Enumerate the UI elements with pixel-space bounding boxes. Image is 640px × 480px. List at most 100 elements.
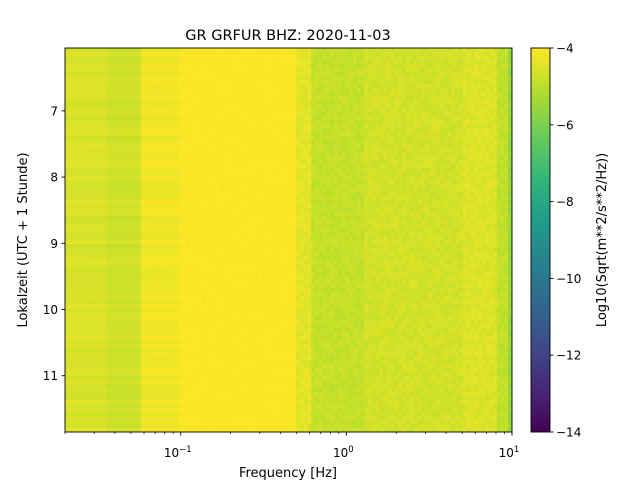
heatmap-cell (118, 288, 123, 293)
heatmap-cell (243, 64, 248, 69)
heatmap-cell (144, 348, 149, 353)
heatmap-cell (201, 248, 206, 253)
heatmap-cell (68, 364, 73, 369)
heatmap-cell (125, 256, 130, 261)
heatmap-cell (133, 296, 138, 301)
heatmap-cell (159, 428, 164, 433)
heatmap-cell (235, 76, 240, 81)
heatmap-cell (129, 296, 134, 301)
heatmap-cell (231, 412, 236, 417)
heatmap-cell (65, 160, 70, 165)
heatmap-cell (118, 304, 123, 309)
heatmap-cell (167, 280, 172, 285)
heatmap-cell (72, 304, 77, 309)
heatmap-cell (76, 48, 81, 53)
heatmap-cell (208, 304, 214, 309)
heatmap-cell (231, 188, 236, 193)
heatmap-cell (83, 164, 89, 169)
heatmap-cell (227, 380, 233, 385)
heatmap-cell (239, 420, 244, 425)
heatmap-cell (102, 428, 108, 433)
heatmap-cell (235, 48, 240, 53)
heatmap-cell (99, 136, 104, 141)
heatmap-cell (125, 420, 130, 425)
heatmap-cell (220, 224, 225, 229)
heatmap-cell (224, 404, 229, 409)
heatmap-cell (95, 280, 100, 285)
heatmap-cell (246, 100, 252, 105)
heatmap-cell (133, 400, 138, 405)
heatmap-cell (87, 164, 92, 169)
heatmap-cell (182, 208, 187, 213)
heatmap-cell (148, 152, 153, 157)
heatmap-cell (235, 88, 240, 93)
heatmap-cell (174, 76, 180, 81)
heatmap-cell (99, 168, 104, 173)
heatmap-cell (186, 120, 191, 125)
heatmap-cell (129, 324, 134, 329)
heatmap-cell (68, 132, 73, 137)
heatmap-cell (91, 380, 96, 385)
heatmap-cell (171, 420, 176, 425)
heatmap-cell (254, 388, 259, 393)
heatmap-cell (216, 164, 221, 169)
heatmap-cell (106, 120, 111, 125)
heatmap-cell (110, 424, 115, 429)
heatmap-cell (110, 292, 115, 297)
heatmap-cell (216, 52, 221, 57)
heatmap-cell (144, 400, 149, 405)
heatmap-cell (224, 284, 229, 289)
heatmap-cell (227, 328, 233, 333)
heatmap-cell (254, 240, 259, 245)
heatmap-cell (212, 268, 217, 273)
heatmap-cell (72, 180, 77, 185)
heatmap-cell (133, 112, 138, 117)
heatmap-cell (144, 288, 149, 293)
heatmap-cell (65, 340, 70, 345)
heatmap-cell (133, 76, 138, 81)
heatmap-cell (197, 172, 202, 177)
heatmap-cell (125, 380, 130, 385)
heatmap-cell (212, 160, 217, 165)
heatmap-cell (102, 240, 108, 245)
heatmap-cell (148, 252, 153, 257)
heatmap-cell (231, 340, 236, 345)
heatmap-cell (118, 296, 123, 301)
heatmap-cell (76, 324, 81, 329)
heatmap-cell (250, 328, 255, 333)
heatmap-cell (140, 260, 145, 265)
heatmap-cell (144, 408, 149, 413)
heatmap-cell (129, 396, 134, 401)
heatmap-cell (91, 116, 96, 121)
heatmap-cell (133, 120, 138, 125)
heatmap-cell (144, 132, 149, 137)
heatmap-cell (152, 260, 157, 265)
heatmap-cell (231, 228, 236, 233)
heatmap-cell (190, 140, 195, 145)
heatmap-cell (171, 384, 176, 389)
heatmap-cell (106, 132, 111, 137)
heatmap-cell (129, 96, 134, 101)
heatmap-cell (208, 280, 214, 285)
heatmap-cell (220, 128, 225, 133)
heatmap-cell (235, 324, 240, 329)
heatmap-cell (91, 112, 96, 117)
heatmap-cell (201, 276, 206, 281)
heatmap-cell (193, 164, 198, 169)
heatmap-cell (246, 236, 252, 241)
heatmap-cell (174, 416, 180, 421)
heatmap-cell (235, 68, 240, 73)
heatmap-cell (152, 320, 157, 325)
heatmap-cell (246, 180, 252, 185)
heatmap-cell (246, 416, 252, 421)
heatmap-cell (140, 412, 145, 417)
heatmap-cell (235, 56, 240, 61)
heatmap-cell (224, 340, 229, 345)
heatmap-cell (140, 80, 145, 85)
heatmap-cell (163, 360, 168, 365)
heatmap-cell (87, 420, 92, 425)
heatmap-cell (87, 240, 92, 245)
heatmap-cell (121, 300, 127, 305)
heatmap-cell (65, 92, 70, 97)
heatmap-cell (243, 120, 248, 125)
